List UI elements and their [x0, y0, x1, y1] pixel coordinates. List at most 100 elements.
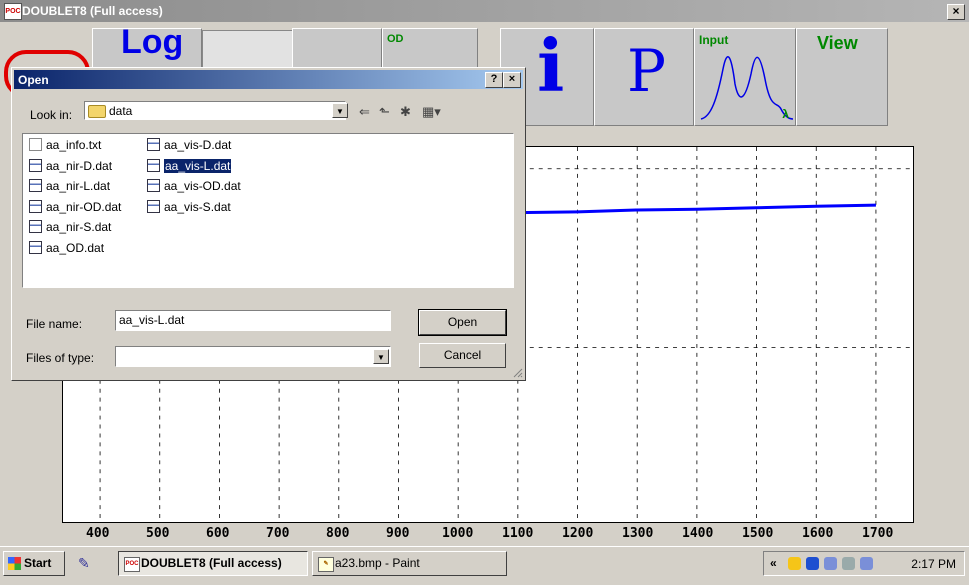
paint-task-icon: ✎ — [318, 557, 334, 572]
log-button-label: Log — [121, 28, 184, 61]
x-axis: 400 500 600 700 800 900 1000 1100 1200 1300 1400 15… — [0, 524, 969, 546]
file-item-name: aa_vis-OD.dat — [164, 179, 241, 193]
x-tick-label: 1700 — [862, 526, 894, 541]
input-button-label: Input — [699, 33, 729, 47]
lambda-icon: λ — [782, 107, 789, 121]
data-file-icon — [147, 199, 160, 213]
look-in-label: Look in: — [30, 108, 73, 122]
file-list[interactable]: aa_info.txt aa_nir-D.dat aa_nir-L.dat aa_ni… — [22, 133, 514, 288]
x-tick-label: 1000 — [442, 526, 474, 541]
file-item[interactable]: aa_vis-OD.dat — [147, 179, 241, 196]
new-folder-icon[interactable]: ✱ — [400, 104, 411, 119]
od-button-label: OD — [387, 33, 404, 45]
x-tick-label: 700 — [266, 526, 290, 541]
back-icon[interactable]: ⇐ — [359, 104, 370, 119]
file-item-name: aa_OD.dat — [46, 240, 105, 255]
tray-status-icon[interactable] — [788, 557, 801, 570]
data-file-icon — [29, 179, 42, 192]
network-icon[interactable] — [842, 557, 855, 570]
network-disconnected-icon[interactable] — [824, 557, 837, 570]
file-item-name: aa_vis-D.dat — [164, 138, 232, 152]
task-doublet8[interactable]: POC DOUBLET8 (Full access) — [118, 551, 308, 576]
network-disconnected-icon-2[interactable] — [860, 557, 873, 570]
look-in-dropdown-arrow[interactable]: ▼ — [332, 103, 348, 118]
view-button[interactable]: View — [796, 28, 888, 126]
file-item-name: aa_nir-D.dat — [46, 158, 113, 173]
x-tick-label: 900 — [386, 526, 410, 541]
data-file-icon — [29, 158, 42, 172]
file-item[interactable]: aa_vis-L.dat — [147, 158, 232, 176]
files-of-type-arrow[interactable]: ▼ — [373, 349, 389, 364]
windows-logo-icon — [8, 557, 21, 570]
x-tick-label: 1200 — [562, 526, 594, 541]
clock: 2:17 PM — [911, 557, 956, 571]
data-file-icon — [29, 240, 42, 254]
x-tick-label: 400 — [86, 526, 110, 541]
open-button[interactable]: Open — [418, 309, 507, 336]
file-name-input[interactable]: aa_vis-L.dat — [115, 310, 391, 331]
file-item[interactable]: aa_nir-OD.dat — [29, 199, 122, 217]
app-close-button[interactable]: × — [947, 4, 965, 20]
dialog-title-bar[interactable]: Open ? × — [14, 70, 523, 89]
x-tick-label: 1500 — [742, 526, 774, 541]
x-tick-label: 1600 — [802, 526, 834, 541]
x-tick-label: 500 — [146, 526, 170, 541]
tray-expand-icon[interactable]: « — [770, 556, 777, 570]
file-item[interactable]: aa_OD.dat — [29, 240, 105, 258]
look-in-value: data — [109, 104, 133, 118]
spectrum-series-line — [517, 203, 876, 215]
file-item-name: aa_vis-L.dat — [164, 158, 232, 173]
file-item-name: aa_nir-L.dat — [46, 179, 111, 193]
data-file-icon — [147, 158, 160, 172]
dialog-close-button[interactable]: × — [503, 72, 521, 88]
file-item[interactable]: aa_nir-D.dat — [29, 158, 113, 176]
file-item-name: aa_nir-OD.dat — [46, 199, 122, 214]
info-icon: i — [537, 28, 565, 108]
file-item-name: aa_vis-S.dat — [164, 199, 231, 214]
app-title-bar[interactable]: POC DOUBLET8 (Full access) × — [0, 0, 969, 22]
p-icon: P — [627, 37, 667, 105]
file-item[interactable]: aa_info.txt — [29, 138, 101, 155]
file-item-name: aa_info.txt — [46, 138, 102, 152]
doublet8-task-icon: POC — [124, 557, 140, 572]
show-desktop-icon[interactable]: ✎ — [78, 555, 90, 571]
bluetooth-icon[interactable] — [806, 557, 819, 570]
task-doublet8-label: DOUBLET8 (Full access) — [141, 556, 282, 570]
view-button-label: View — [817, 33, 858, 53]
up-folder-icon[interactable]: ⬑ — [379, 104, 390, 119]
file-name-label: File name: — [26, 317, 83, 331]
view-menu-icon[interactable]: ▦▾ — [422, 104, 441, 119]
system-tray: « 2:17 PM — [763, 551, 965, 576]
file-item[interactable]: aa_nir-S.dat — [29, 220, 111, 237]
resize-grip-icon[interactable] — [511, 366, 523, 378]
data-file-icon — [147, 138, 160, 151]
open-dialog: Open ? × Look in: data ▼ ⇐ ⬑ ✱ ▦▾ aa_inf… — [11, 67, 526, 381]
p-button[interactable]: P — [594, 28, 694, 126]
cancel-button[interactable]: Cancel — [419, 343, 506, 368]
input-button[interactable]: Input λ — [694, 28, 796, 126]
app-icon: POC — [4, 3, 22, 20]
app-title: DOUBLET8 (Full access) — [22, 4, 163, 18]
dialog-title: Open — [18, 73, 49, 87]
file-item[interactable]: aa_nir-L.dat — [29, 179, 110, 196]
taskbar: Start ✎ POC DOUBLET8 (Full access) ✎ a23… — [0, 546, 969, 585]
text-file-icon — [29, 138, 42, 151]
input-spectrum-icon — [700, 56, 794, 120]
folder-icon — [88, 105, 106, 118]
data-file-icon — [29, 220, 42, 233]
files-of-type-select[interactable]: ▼ — [115, 346, 391, 367]
dialog-help-button[interactable]: ? — [485, 72, 503, 88]
data-file-icon — [147, 179, 160, 192]
x-tick-label: 1100 — [502, 526, 534, 541]
files-of-type-label: Files of type: — [26, 351, 95, 365]
start-button[interactable]: Start — [3, 551, 65, 576]
file-item-name: aa_nir-S.dat — [46, 220, 112, 234]
x-tick-label: 1400 — [682, 526, 714, 541]
task-paint-label: a23.bmp - Paint — [335, 556, 420, 570]
look-in-dropdown[interactable]: data — [84, 101, 346, 120]
task-paint[interactable]: ✎ a23.bmp - Paint — [312, 551, 507, 576]
file-item[interactable]: aa_vis-S.dat — [147, 199, 231, 217]
file-item[interactable]: aa_vis-D.dat — [147, 138, 231, 155]
x-tick-label: 1300 — [622, 526, 654, 541]
x-tick-label: 600 — [206, 526, 230, 541]
